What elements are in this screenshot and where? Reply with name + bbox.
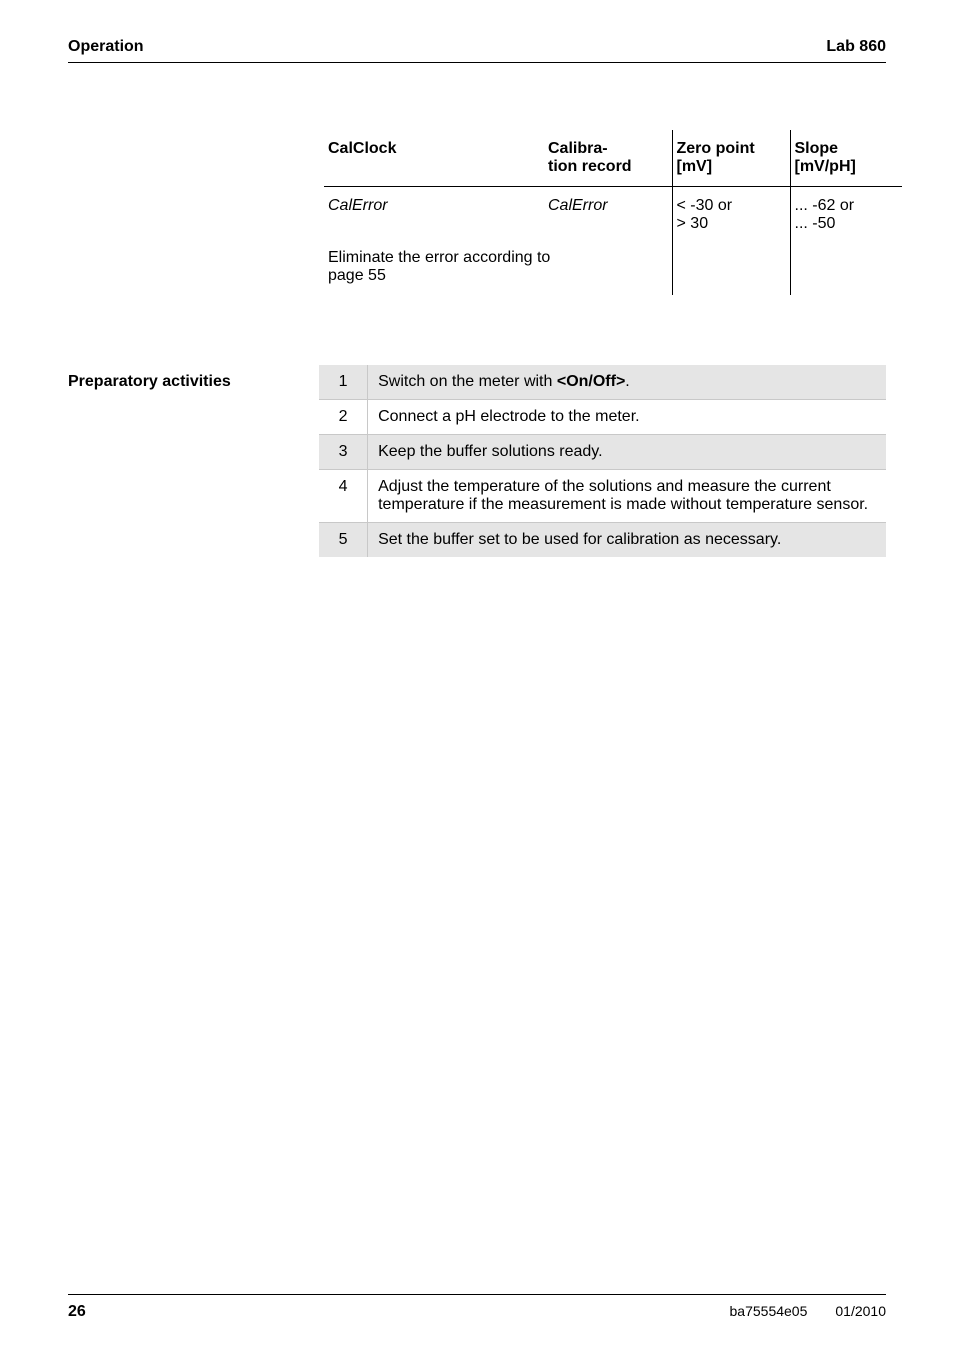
- prep-activities-label: Preparatory activities: [68, 365, 319, 391]
- cal-th-zero-point: Zero point [mV]: [672, 130, 790, 187]
- cal-cell-zero-point: < -30 or > 30: [672, 187, 790, 244]
- cal-th-calclock: CalClock: [324, 130, 544, 187]
- cal-cell-calerror-1: CalError: [324, 187, 544, 244]
- cal-cell-empty-1: [672, 243, 790, 295]
- cal-th-calibration-record: Calibra- tion record: [544, 130, 672, 187]
- text: < -30 or: [677, 197, 733, 214]
- footer-rule: [68, 1294, 886, 1295]
- text: Calibra-: [548, 140, 608, 157]
- text: ... -50: [795, 215, 836, 232]
- footer-date: 01/2010: [835, 1303, 886, 1319]
- prep-row-text: Switch on the meter with <On/Off>.: [368, 365, 886, 400]
- text: ... -62 or: [795, 197, 855, 214]
- prep-row-text: Set the buffer set to be used for calibr…: [368, 523, 886, 558]
- cal-cell-eliminate: Eliminate the error according to page 55: [324, 243, 672, 295]
- text: > 30: [677, 215, 709, 232]
- header-right: Lab 860: [826, 38, 886, 56]
- text: tion record: [548, 158, 632, 175]
- cal-cell-empty-2: [790, 243, 902, 295]
- prep-row-num: 5: [319, 523, 368, 558]
- text: Eliminate the error according to: [328, 249, 550, 266]
- prep-row-num: 4: [319, 470, 368, 523]
- prep-activities-table: 1 Switch on the meter with <On/Off>. 2 C…: [319, 365, 886, 557]
- cal-cell-calerror-2: CalError: [544, 187, 672, 244]
- prep-row-num: 2: [319, 400, 368, 435]
- footer-doc-id: ba75554e05: [730, 1303, 808, 1319]
- header-left: Operation: [68, 38, 144, 56]
- cal-th-slope: Slope [mV/pH]: [790, 130, 902, 187]
- text: Slope: [795, 140, 839, 157]
- cal-cell-slope: ... -62 or ... -50: [790, 187, 902, 244]
- prep-row-text: Adjust the temperature of the solutions …: [368, 470, 886, 523]
- prep-row-num: 1: [319, 365, 368, 400]
- text: page 55: [328, 267, 386, 284]
- prep-row-text: Connect a pH electrode to the meter.: [368, 400, 886, 435]
- text: [mV/pH]: [795, 158, 856, 175]
- prep-row-text: Keep the buffer solutions ready.: [368, 435, 886, 470]
- prep-row-num: 3: [319, 435, 368, 470]
- text: [mV]: [677, 158, 713, 175]
- header-rule: [68, 62, 886, 63]
- text: Zero point: [677, 140, 755, 157]
- calibration-table: CalClock Calibra- tion record Zero point…: [324, 130, 902, 295]
- footer-page-number: 26: [68, 1303, 86, 1321]
